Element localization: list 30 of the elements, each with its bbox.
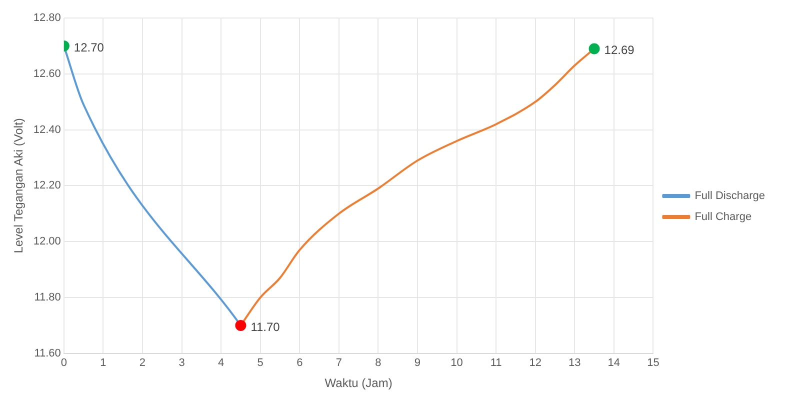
y-tick-label: 12.20	[33, 180, 61, 192]
x-tick-label: 1	[100, 357, 106, 370]
y-axis-title: Level Tegangan Aki (Volt)	[12, 118, 26, 254]
y-tick-label: 11.80	[34, 292, 61, 304]
legend-label: Full Charge	[694, 211, 752, 224]
y-tick-label: 12.80	[33, 12, 61, 24]
x-tick-label: 11	[490, 357, 502, 370]
x-tick-label: 3	[178, 357, 185, 370]
x-tick-label: 13	[568, 357, 581, 370]
data-label: 12.70	[74, 40, 104, 54]
x-tick-label: 8	[375, 357, 382, 370]
x-tick-label: 7	[336, 357, 342, 370]
x-tick-label: 4	[218, 357, 224, 370]
data-label: 12.69	[604, 43, 635, 58]
x-tick-label: 15	[647, 357, 660, 370]
x-tick-label: 5	[257, 357, 264, 370]
legend-label: Full Discharge	[694, 190, 766, 202]
x-tick-label: 0	[60, 357, 67, 370]
y-tick-label: 11.60	[34, 347, 61, 360]
x-tick-label: 6	[296, 357, 303, 370]
x-tick-label: 2	[139, 357, 146, 370]
y-tick-label: 12.60	[33, 68, 61, 80]
data-label: 11.70	[250, 320, 280, 334]
x-tick-label: 14	[608, 357, 620, 370]
y-tick-label: 12.40	[33, 124, 61, 136]
x-tick-label: 12	[529, 357, 542, 370]
y-tick-label: 12.00	[33, 236, 61, 248]
x-tick-label: 10	[450, 357, 463, 370]
x-tick-label: 9	[414, 357, 421, 370]
x-axis-title: Waktu (Jam)	[324, 376, 392, 390]
